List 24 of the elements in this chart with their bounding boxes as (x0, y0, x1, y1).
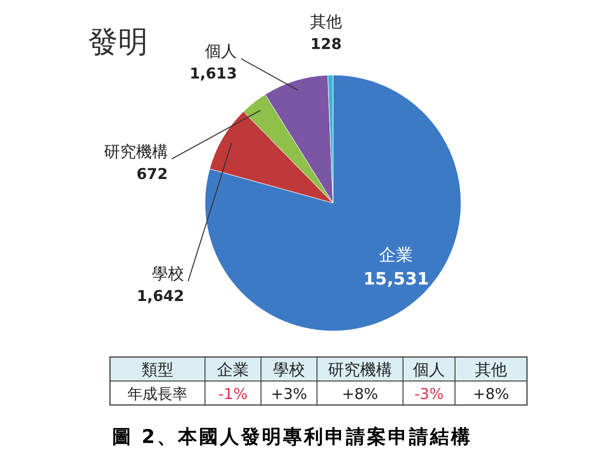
slice-label: 企業 (217, 360, 249, 379)
slice-label: 研究機構 (104, 142, 168, 161)
chart-title: 發明 (88, 25, 148, 60)
data-label: 1,613 (190, 64, 238, 83)
slice-label: 學校 (152, 264, 184, 284)
caption: 圖 2、本國人發明專利申請案申請結構 (112, 426, 472, 448)
data-label: 128 (310, 35, 342, 54)
text: -1% (218, 385, 248, 403)
data-label: 1,642 (136, 287, 184, 306)
category-label: 學校 (273, 360, 305, 379)
text: +3% (270, 385, 308, 403)
slice-label: 其他 (310, 12, 342, 32)
slice-label: 企業 (379, 246, 414, 266)
data-label: 672 (136, 164, 168, 183)
slice-label: 個人 (205, 42, 238, 61)
category-label: 個人 (413, 360, 445, 379)
category-label: 其他 (475, 360, 507, 379)
text: +8% (472, 385, 510, 403)
data-label: 15,531 (363, 270, 429, 290)
text: +8% (342, 385, 378, 403)
text: 年成長率 (128, 385, 188, 403)
category-label: 研究機構 (328, 360, 392, 379)
text: -3% (414, 385, 444, 403)
text: 類型 (142, 360, 174, 379)
